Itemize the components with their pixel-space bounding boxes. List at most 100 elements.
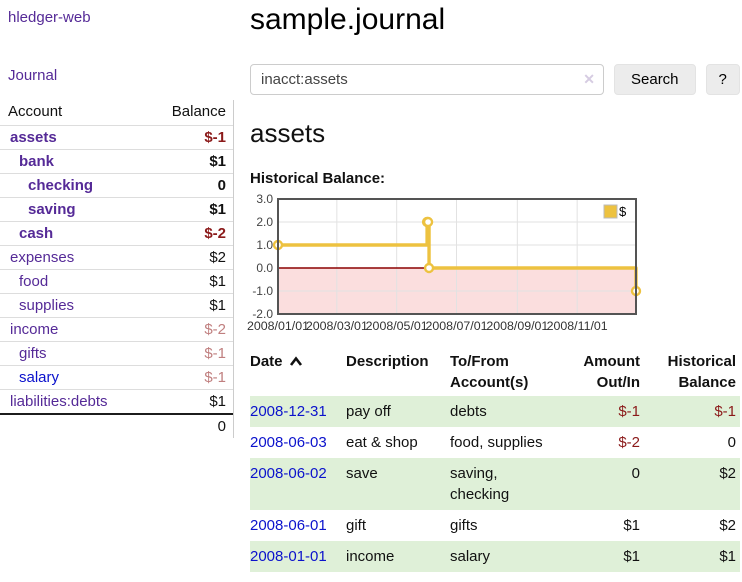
transaction-balance: $-1 xyxy=(714,403,736,420)
transaction-date-link[interactable]: 2008-06-02 xyxy=(250,465,327,482)
account-balance: $-2 xyxy=(142,221,233,246)
transaction-accounts: debts xyxy=(450,403,487,420)
transaction-amount: $-2 xyxy=(618,434,640,451)
sidebar-item-journal[interactable]: Journal xyxy=(8,67,58,84)
transaction-row: 2008-12-31 pay off debts $-1 $-1 xyxy=(250,396,740,427)
account-heading: assets xyxy=(250,118,326,148)
transaction-date-link[interactable]: 2008-06-01 xyxy=(250,517,327,534)
transaction-description: income xyxy=(346,548,395,565)
transaction-balance: $2 xyxy=(719,465,736,482)
transaction-description: eat & shop xyxy=(346,434,418,451)
sidebar: hledger-web Journal Account Balance asse… xyxy=(0,0,234,438)
account-balance: $-2 xyxy=(142,317,233,342)
register-header-balance: Historical Balance xyxy=(667,353,736,391)
sort-caret-up-icon xyxy=(289,356,302,366)
account-link[interactable]: liabilities:debts xyxy=(10,393,108,410)
account-link[interactable]: food xyxy=(19,273,49,290)
account-link[interactable]: income xyxy=(10,321,59,338)
transaction-date-link[interactable]: 2008-01-01 xyxy=(250,548,327,565)
search-box: ✕ xyxy=(250,64,604,95)
register-header-amount: Amount Out/In xyxy=(583,353,640,391)
account-row: gifts $-1 xyxy=(0,341,233,366)
transaction-accounts: salary xyxy=(450,548,491,565)
transaction-description: pay off xyxy=(346,403,391,420)
transaction-row: 2008-06-01 gift gifts $1 $2 xyxy=(250,510,740,541)
accounts-panel: Account Balance assets $-1 bank $ xyxy=(0,100,234,438)
account-balance: 0 xyxy=(142,173,233,198)
accounts-table: Account Balance assets $-1 bank $ xyxy=(0,100,233,438)
date-header-label: Date xyxy=(250,353,283,370)
account-link[interactable]: gifts xyxy=(19,345,47,362)
account-row: liabilities:debts $1 xyxy=(0,389,233,414)
register-header-row: Date Description To/From Account(s) Amou… xyxy=(250,348,740,396)
account-row: salary $-1 xyxy=(0,365,233,390)
transaction-date-link[interactable]: 2008-06-03 xyxy=(250,434,327,451)
transaction-description: gift xyxy=(346,517,367,534)
historical-balance-chart: $3.0 2.0 1.0 0.0 -1.0 -2.0 2008/01/01 2008/03/0… xyxy=(244,192,742,335)
account-link[interactable]: checking xyxy=(28,177,94,194)
svg-text:2008/03/01: 2008/03/01 xyxy=(306,319,368,333)
transaction-balance: $1 xyxy=(719,548,736,565)
accounts-total-row: 0 xyxy=(0,413,233,438)
svg-text:2.0: 2.0 xyxy=(256,215,273,229)
transaction-balance: 0 xyxy=(727,434,736,451)
search-form: ✕ Search ? xyxy=(250,64,742,95)
svg-text:-1.0: -1.0 xyxy=(252,284,273,298)
transaction-amount: $-1 xyxy=(618,403,640,420)
account-link[interactable]: saving xyxy=(28,201,76,218)
account-balance: $1 xyxy=(142,293,233,318)
svg-text:-2.0: -2.0 xyxy=(252,307,273,321)
accounts-total-balance: 0 xyxy=(142,413,233,438)
account-link[interactable]: supplies xyxy=(19,297,75,314)
account-row: supplies $1 xyxy=(0,293,233,318)
account-balance: $1 xyxy=(142,149,233,174)
account-balance: $1 xyxy=(142,389,233,414)
account-row: expenses $2 xyxy=(0,245,233,270)
accounts-header-balance: Balance xyxy=(171,103,226,120)
account-balance: $-1 xyxy=(142,125,233,150)
transaction-amount: $1 xyxy=(623,548,640,565)
account-balance: $-1 xyxy=(142,365,233,390)
transaction-description: save xyxy=(346,465,378,482)
page-title: sample.journal xyxy=(250,3,446,36)
account-link[interactable]: expenses xyxy=(10,249,75,266)
account-balance: $1 xyxy=(142,269,233,294)
help-button[interactable]: ? xyxy=(705,64,740,95)
transaction-row: 2008-06-03 eat & shop food, supplies $-2… xyxy=(250,427,740,458)
register-table: Date Description To/From Account(s) Amou… xyxy=(250,348,740,572)
transaction-row: 2008-06-02 save saving, checking 0 $2 xyxy=(250,458,740,510)
account-row: income $-2 xyxy=(0,317,233,342)
register-header-date[interactable]: Date xyxy=(250,348,346,396)
transaction-date-link[interactable]: 2008-12-31 xyxy=(250,403,327,420)
account-balance: $-1 xyxy=(142,341,233,366)
account-link[interactable]: cash xyxy=(19,225,54,242)
transaction-accounts: saving, checking xyxy=(450,465,510,503)
accounts-header-account: Account xyxy=(8,103,63,120)
register-header-accounts: To/From Account(s) xyxy=(450,353,529,391)
svg-text:3.0: 3.0 xyxy=(256,193,273,206)
account-row: bank $1 xyxy=(0,149,233,174)
svg-text:2008/05/01: 2008/05/01 xyxy=(366,319,428,333)
account-link[interactable]: bank xyxy=(19,153,55,170)
search-button[interactable]: Search xyxy=(614,64,696,95)
main-panel: sample.journal ✕ Search ? assets Histori… xyxy=(247,0,742,572)
register-header-description: Description xyxy=(346,353,429,370)
transaction-balance: $2 xyxy=(719,517,736,534)
svg-text:2008/07/01: 2008/07/01 xyxy=(426,319,488,333)
account-row: assets $-1 xyxy=(0,125,233,150)
account-link[interactable]: salary xyxy=(19,369,60,386)
search-input[interactable] xyxy=(250,64,604,95)
transaction-amount: $1 xyxy=(623,517,640,534)
transaction-accounts: gifts xyxy=(450,517,478,534)
transaction-row: 2008-01-01 income salary $1 $1 xyxy=(250,541,740,572)
brand-link[interactable]: hledger-web xyxy=(8,9,91,26)
account-row: food $1 xyxy=(0,269,233,294)
account-balance: $2 xyxy=(142,245,233,270)
chart-title: Historical Balance: xyxy=(250,170,386,187)
transaction-amount: 0 xyxy=(631,465,640,482)
account-row: cash $-2 xyxy=(0,221,233,246)
account-link[interactable]: assets xyxy=(10,129,57,146)
clear-search-icon[interactable]: ✕ xyxy=(583,71,595,87)
accounts-header-row: Account Balance xyxy=(0,100,233,126)
account-row: checking 0 xyxy=(0,173,233,198)
